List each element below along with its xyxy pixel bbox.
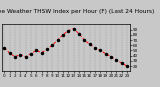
Text: Milwaukee Weather THSW Index per Hour (F) (Last 24 Hours): Milwaukee Weather THSW Index per Hour (F…: [0, 9, 154, 14]
